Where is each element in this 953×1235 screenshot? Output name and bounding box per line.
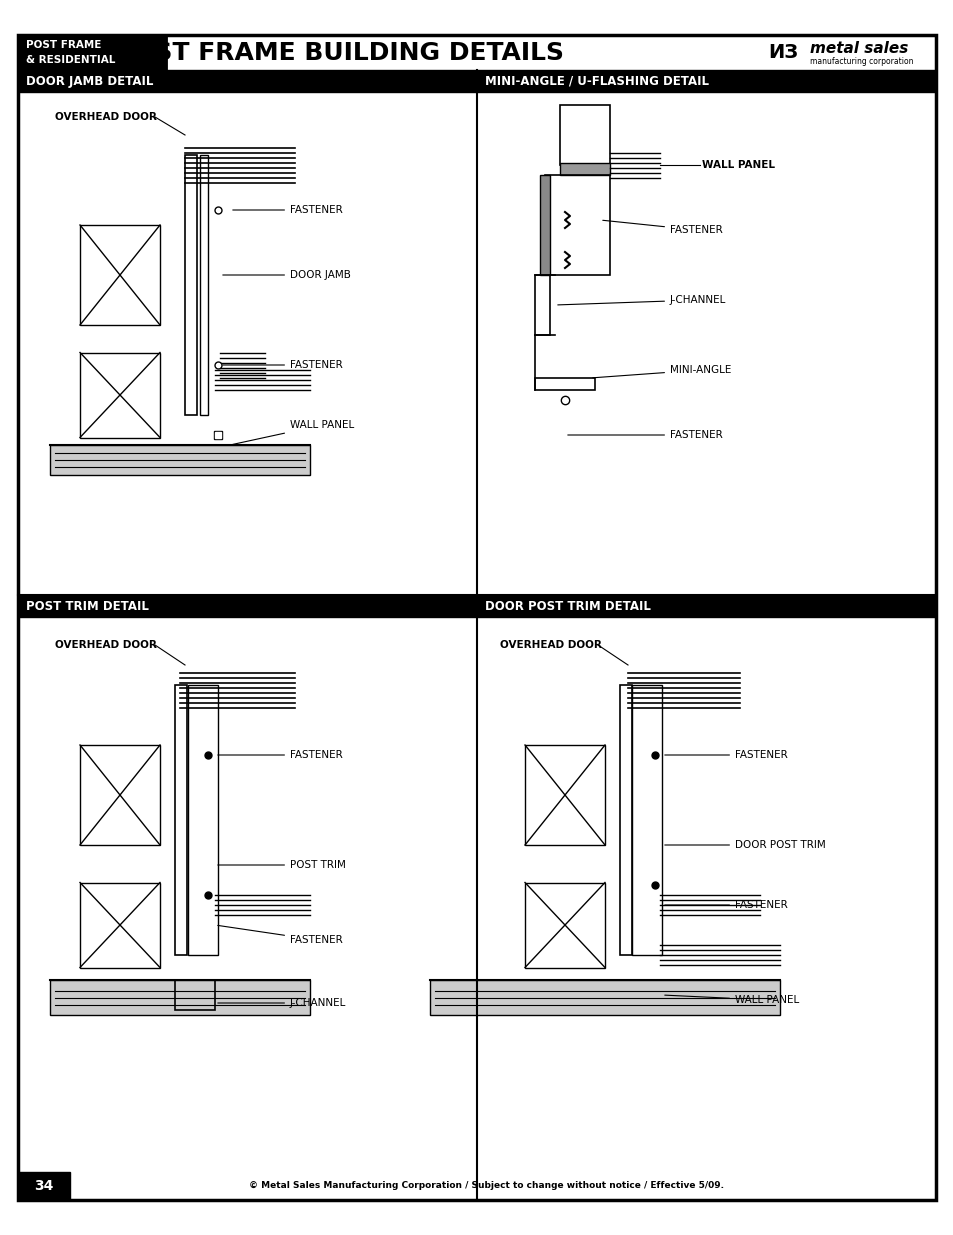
Text: POST TRIM: POST TRIM (217, 860, 346, 869)
Bar (50, 445, 310, 475)
Text: manufacturing corporation: manufacturing corporation (809, 57, 913, 65)
Text: FASTENER: FASTENER (664, 900, 787, 910)
Text: FASTENER: FASTENER (664, 750, 787, 760)
Text: FASTENER: FASTENER (602, 220, 722, 235)
Bar (524, 745, 604, 845)
Bar (535, 275, 550, 335)
Bar (430, 981, 780, 1015)
Bar (539, 175, 550, 275)
Text: © Metal Sales Manufacturing Corporation / Subject to change without notice / Eff: © Metal Sales Manufacturing Corporation … (250, 1182, 723, 1191)
Bar (559, 105, 609, 165)
Bar (18, 70, 476, 91)
Bar (559, 163, 609, 175)
Bar (544, 175, 609, 275)
Text: POST FRAME BUILDING DETAILS: POST FRAME BUILDING DETAILS (115, 41, 564, 64)
Bar (476, 595, 935, 618)
Bar (18, 1172, 70, 1200)
Bar (80, 883, 160, 967)
Bar (50, 981, 310, 1015)
Text: OVERHEAD DOOR: OVERHEAD DOOR (55, 640, 156, 650)
Bar (18, 595, 476, 618)
Text: DOOR JAMB: DOOR JAMB (223, 270, 351, 280)
Bar (188, 685, 218, 955)
Text: OVERHEAD DOOR: OVERHEAD DOOR (55, 112, 156, 122)
Bar (18, 35, 166, 70)
Bar (185, 156, 196, 415)
Bar (476, 70, 935, 91)
Bar (535, 378, 595, 390)
Text: WALL PANEL: WALL PANEL (664, 995, 799, 1005)
Bar (631, 685, 661, 955)
Text: FASTENER: FASTENER (217, 925, 342, 945)
Bar (174, 981, 214, 1010)
Text: POST FRAME: POST FRAME (26, 40, 101, 49)
Text: metal sales: metal sales (809, 41, 907, 56)
Text: J-CHANNEL: J-CHANNEL (558, 295, 725, 305)
Bar (80, 225, 160, 325)
Text: J-CHANNEL: J-CHANNEL (217, 998, 346, 1008)
Text: 34: 34 (34, 1179, 53, 1193)
Bar (619, 685, 631, 955)
Text: MINI-ANGLE / U-FLASHING DETAIL: MINI-ANGLE / U-FLASHING DETAIL (484, 74, 708, 88)
Text: FASTENER: FASTENER (223, 359, 342, 370)
Text: FASTENER: FASTENER (233, 205, 342, 215)
Text: OVERHEAD DOOR: OVERHEAD DOOR (499, 640, 601, 650)
Text: ИЗ: ИЗ (767, 43, 798, 62)
Text: FASTENER: FASTENER (567, 430, 722, 440)
Text: DOOR JAMB DETAIL: DOOR JAMB DETAIL (26, 74, 153, 88)
Text: & RESIDENTIAL: & RESIDENTIAL (26, 56, 115, 65)
Text: DOOR POST TRIM DETAIL: DOOR POST TRIM DETAIL (484, 599, 650, 613)
Bar (174, 685, 187, 955)
Bar (200, 156, 208, 415)
Bar (524, 883, 604, 967)
Text: POST TRIM DETAIL: POST TRIM DETAIL (26, 599, 149, 613)
Text: DOOR POST TRIM: DOOR POST TRIM (664, 840, 825, 850)
Text: MINI-ANGLE: MINI-ANGLE (592, 366, 731, 378)
Bar (80, 745, 160, 845)
Bar (80, 352, 160, 437)
Text: WALL PANEL: WALL PANEL (233, 420, 354, 445)
Text: FASTENER: FASTENER (217, 750, 342, 760)
Text: WALL PANEL: WALL PANEL (701, 161, 774, 170)
